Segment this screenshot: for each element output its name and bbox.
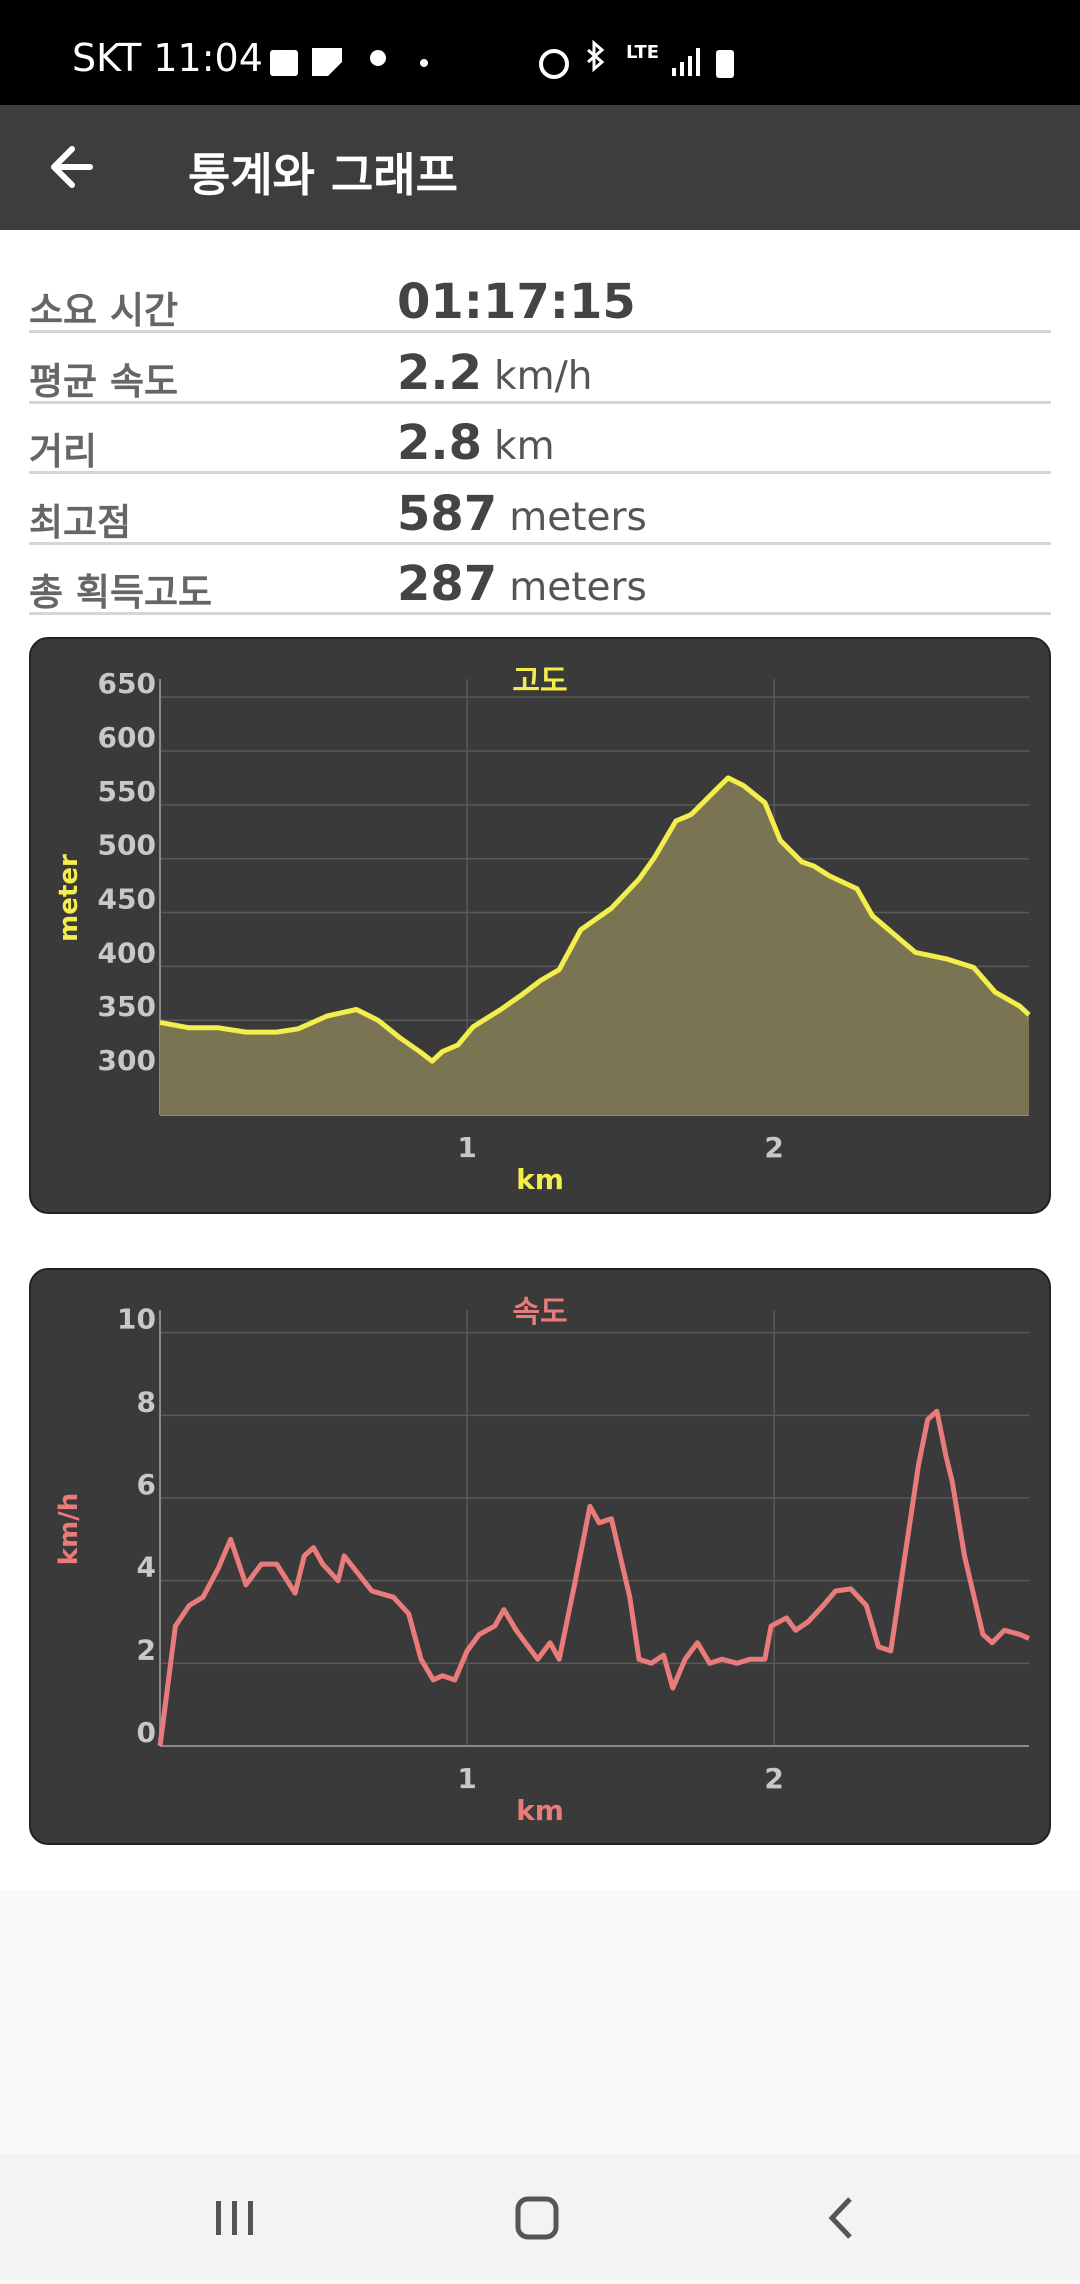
stat-row: 소요 시간 01:17:15 <box>29 260 1051 333</box>
stat-row: 총 획득고도 287 meters <box>29 542 1051 615</box>
y-axis-label: meter <box>54 854 84 942</box>
network-type: LTE <box>626 42 660 63</box>
y-tick-label: 6 <box>137 1468 156 1501</box>
status-icons <box>270 39 734 79</box>
stat-unit: meters <box>509 565 647 610</box>
area <box>160 777 1029 1115</box>
stat-value: 287 meters <box>397 556 647 612</box>
app-bar: 통계와 그래프 <box>0 105 1080 230</box>
y-tick-label: 10 <box>117 1303 156 1336</box>
y-tick-label: 300 <box>98 1044 156 1077</box>
line <box>157 1408 1031 1747</box>
y-axis-label: km/h <box>54 1493 84 1565</box>
stat-label: 총 획득고도 <box>29 571 213 614</box>
navigation-bar <box>0 2153 1080 2280</box>
content: 소요 시간 01:17:15 평균 속도 2.2 km/h 거리 2.8 km 최고점 587 me… <box>0 230 1080 1890</box>
chart-title: 속도 <box>512 1295 567 1330</box>
stat-unit: meters <box>509 494 647 540</box>
y-tick-label: 600 <box>98 721 156 754</box>
stat-value: 2.2 km/h <box>397 344 593 401</box>
app-bar-title: 통계와 그래프 <box>188 148 458 202</box>
chart: 300 350 400 450 500 550 600 650 1 2 고도 km meter <box>29 637 1051 1214</box>
stat-label: 평균 속도 <box>29 359 179 403</box>
x-axis-label: km <box>516 1163 564 1196</box>
home-button[interactable] <box>515 2196 559 2240</box>
x-tick-label: 2 <box>764 1762 783 1795</box>
stat-label: 거리 <box>29 430 98 473</box>
x-tick-label: 2 <box>764 1131 783 1164</box>
y-tick-label: 2 <box>137 1633 156 1666</box>
recent-apps-button[interactable] <box>216 2201 253 2235</box>
line <box>159 775 1031 1064</box>
stat-unit: km <box>494 424 555 469</box>
x-tick-label: 1 <box>457 1762 476 1795</box>
nav-icons <box>216 2196 852 2240</box>
stat-value: 01:17:15 <box>397 274 636 330</box>
x-axis-label: km <box>516 1794 564 1827</box>
x-tick-label: 1 <box>457 1131 476 1164</box>
status-bar: SKT 11:04 LTE <box>0 0 1080 105</box>
y-tick-label: 550 <box>98 775 156 808</box>
chart-background <box>29 637 1051 1214</box>
stat-value: 2.8 km <box>397 415 555 471</box>
y-tick-label: 0 <box>137 1716 156 1749</box>
y-tick-label: 450 <box>98 883 156 916</box>
y-tick-label: 350 <box>98 990 156 1023</box>
y-tick-label: 400 <box>98 936 156 969</box>
chart-background <box>29 1268 1051 1845</box>
y-tick-label: 500 <box>98 829 156 862</box>
stat-row: 거리 2.8 km <box>29 401 1051 474</box>
y-tick-label: 8 <box>137 1385 156 1418</box>
stat-row: 평균 속도 2.2 km/h <box>29 331 1051 404</box>
chart-title: 고도 <box>512 664 567 699</box>
stat-value: 587 meters <box>397 485 647 542</box>
back-nav-button[interactable] <box>828 2197 852 2239</box>
y-tick-label: 650 <box>98 667 156 700</box>
stat-row: 최고점 587 meters <box>29 472 1051 545</box>
status-time: SKT 11:04 <box>72 36 263 80</box>
stat-label: 최고점 <box>29 500 132 544</box>
stat-unit: km/h <box>494 353 593 399</box>
stat-label: 소요 시간 <box>29 289 179 332</box>
y-tick-label: 4 <box>137 1551 156 1584</box>
back-button[interactable] <box>44 137 104 197</box>
